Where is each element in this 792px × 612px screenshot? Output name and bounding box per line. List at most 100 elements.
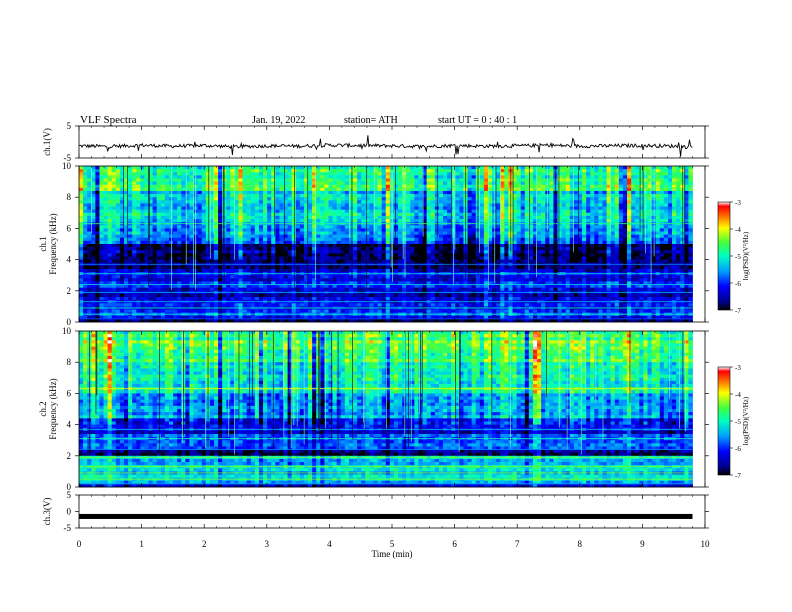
spectrogram-cell <box>87 259 92 264</box>
spectrogram-cell <box>676 225 681 229</box>
spectrogram-cell <box>541 219 546 223</box>
spectrogram-cell <box>83 256 88 260</box>
spectrogram-cell <box>398 175 403 179</box>
spectrogram-cell <box>189 215 194 220</box>
spectrogram-cell <box>168 259 174 264</box>
spectrogram-cell <box>197 194 203 198</box>
spectrogram-cell <box>418 197 423 201</box>
spectrogram-cell <box>549 197 554 201</box>
spectrogram-cell <box>447 203 452 207</box>
spectrogram-cell <box>406 194 411 198</box>
spectrogram-cell <box>328 209 333 214</box>
spectrogram-cell <box>209 237 215 242</box>
spectrogram-cell <box>218 219 223 223</box>
spectrogram-cell <box>83 178 88 182</box>
spectrogram-cell <box>144 190 149 195</box>
spectrogram-cell <box>83 203 88 207</box>
spectrogram-cell <box>271 244 276 248</box>
spectrogram-cell <box>246 166 252 170</box>
spectrogram-cell <box>201 178 207 182</box>
spectrogram-cell <box>275 237 280 242</box>
spectrogram-cell <box>185 190 190 195</box>
spectrogram-cell <box>83 197 88 201</box>
spectrogram-cell <box>618 244 624 248</box>
spectrogram-cell <box>119 190 125 195</box>
spectrogram-cell <box>532 200 538 204</box>
spectrogram-cell <box>185 234 190 239</box>
spectrogram-cell <box>226 194 231 198</box>
spectrogram-cell <box>353 225 358 229</box>
spectrogram-cell <box>267 219 272 223</box>
spectrogram-cell <box>197 187 203 192</box>
spectrogram-cell <box>381 231 387 236</box>
spectrogram-cell <box>353 187 358 192</box>
spectrogram-cell <box>140 187 145 192</box>
spectrogram-cell <box>610 250 616 254</box>
spectrogram-cell <box>189 181 194 186</box>
spectrogram-cell <box>103 169 109 173</box>
spectrogram-cell <box>667 212 673 217</box>
spectrogram-cell <box>467 172 473 176</box>
spectrogram-cell <box>340 244 346 248</box>
spectrogram-cell <box>87 228 92 232</box>
spectrogram-cell <box>537 253 542 257</box>
spectrogram-cell <box>136 212 141 217</box>
spectrogram-cell <box>524 181 530 186</box>
spectrogram-cell <box>684 172 689 176</box>
spectrogram-cell <box>238 200 243 204</box>
spectrogram-cell <box>340 212 346 217</box>
spectrogram-cell <box>123 240 129 245</box>
spectrogram-cell <box>676 215 681 220</box>
spectrogram-cell <box>430 187 436 192</box>
spectrogram-cell <box>389 184 395 189</box>
spectrogram-cell <box>99 178 104 182</box>
spectrogram-cell <box>79 181 84 186</box>
spectrogram-cell <box>156 250 162 254</box>
spectrogram-cell <box>336 219 342 223</box>
spectrogram-cell <box>189 231 194 236</box>
spectrogram-cell <box>487 187 493 192</box>
spectrogram-cell <box>160 181 166 186</box>
spectrogram-cell <box>79 184 84 189</box>
spectrogram-cell <box>528 181 534 186</box>
spectrogram-cell <box>688 259 693 264</box>
spectrogram-cell <box>246 256 252 260</box>
spectrogram-cell <box>173 178 178 182</box>
spectrogram-cell <box>418 225 423 229</box>
spectrogram-cell <box>639 175 644 179</box>
spectrogram-cell <box>639 240 644 245</box>
spectrogram-cell <box>426 206 432 211</box>
spectrogram-cell <box>598 175 603 179</box>
spectrogram-cell <box>479 231 485 236</box>
spectrogram-cell <box>524 244 530 248</box>
spectrogram-cell <box>316 234 321 239</box>
spectrogram-cell <box>213 231 219 236</box>
spectrogram-cell <box>205 175 211 179</box>
spectrogram-cell <box>418 247 423 251</box>
spectrogram-cell <box>590 247 595 251</box>
spectrogram-cell <box>365 197 370 201</box>
spectrogram-cell <box>103 228 109 232</box>
spectrogram-cell <box>308 190 313 195</box>
spectrogram-cell <box>181 166 186 170</box>
spectrogram-cell <box>541 209 546 214</box>
spectrogram-cell <box>688 187 693 192</box>
spectrogram-cell <box>602 234 607 239</box>
spectrogram-cell <box>565 259 571 264</box>
spectrogram-cell <box>369 231 374 236</box>
spectrogram-cell <box>631 209 636 214</box>
spectrogram-cell <box>655 212 661 217</box>
spectrogram-cell <box>647 259 652 264</box>
spectrogram-cell <box>123 253 129 257</box>
spectrogram-cell <box>320 206 325 211</box>
spectrogram-cell <box>398 244 403 248</box>
spectrogram-cell <box>385 256 391 260</box>
spectrogram-cell <box>667 194 673 198</box>
spectrogram-cell <box>91 190 96 195</box>
spectrogram-cell <box>148 215 154 220</box>
spectrogram-cell <box>459 256 464 260</box>
spectrogram-cell <box>295 187 301 192</box>
spectrogram-cell <box>635 178 640 182</box>
spectrogram-cell <box>226 197 231 201</box>
spectrogram-cell <box>119 228 125 232</box>
